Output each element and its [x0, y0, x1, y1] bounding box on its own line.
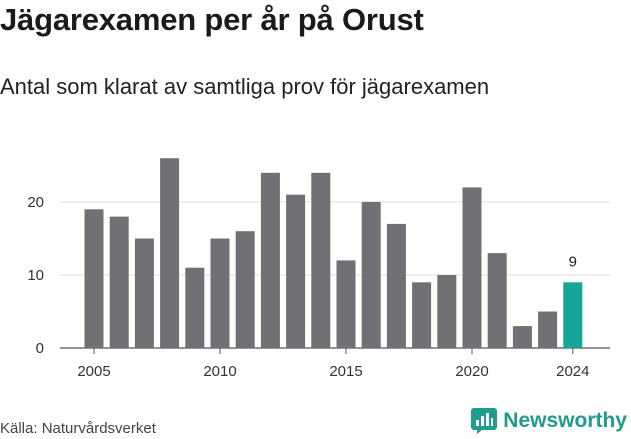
- bar-2005: [84, 209, 104, 348]
- bar-2024: [563, 282, 583, 348]
- chart-subtitle: Antal som klarat av samtliga prov för jä…: [0, 74, 490, 99]
- bar-2006: [109, 216, 129, 348]
- bar-2011: [235, 231, 255, 348]
- bar-2013: [286, 194, 306, 348]
- x-tick-label: 2005: [77, 363, 110, 380]
- bar-2017: [386, 223, 406, 348]
- bar-2021: [487, 253, 507, 348]
- bar-2010: [210, 238, 230, 348]
- bar-2019: [437, 275, 457, 348]
- bar-2007: [134, 238, 154, 348]
- bar-chart: 0 10 20 2005 2010 2015 2020 2024 9: [27, 158, 610, 380]
- x-tick-label: 2015: [329, 363, 362, 380]
- newsworthy-logo-icon: [471, 408, 498, 434]
- bar-2015: [336, 260, 356, 348]
- x-tick-label: 2010: [203, 363, 236, 380]
- bar-2023: [538, 311, 558, 348]
- bar-2016: [361, 202, 381, 348]
- bar-2018: [412, 282, 432, 348]
- chart-title: Jägarexamen per år på Orust: [0, 2, 424, 37]
- brand-logo: Newsworthy: [471, 408, 627, 434]
- brand-name: Newsworthy: [503, 409, 627, 432]
- y-tick-label: 10: [27, 267, 44, 284]
- bar-2009: [185, 267, 205, 348]
- source-note: Källa: Naturvårdsverket: [0, 420, 156, 437]
- x-tick-label: 2020: [455, 363, 488, 380]
- bar-2012: [260, 172, 280, 348]
- bar-2022: [512, 326, 532, 348]
- bar-2014: [311, 172, 331, 348]
- data-label: 9: [569, 253, 577, 270]
- y-tick-label: 0: [36, 340, 44, 357]
- x-tick-label: 2024: [556, 363, 589, 380]
- bar-2020: [462, 187, 482, 348]
- bar-2008: [160, 158, 180, 348]
- y-tick-label: 20: [27, 194, 44, 211]
